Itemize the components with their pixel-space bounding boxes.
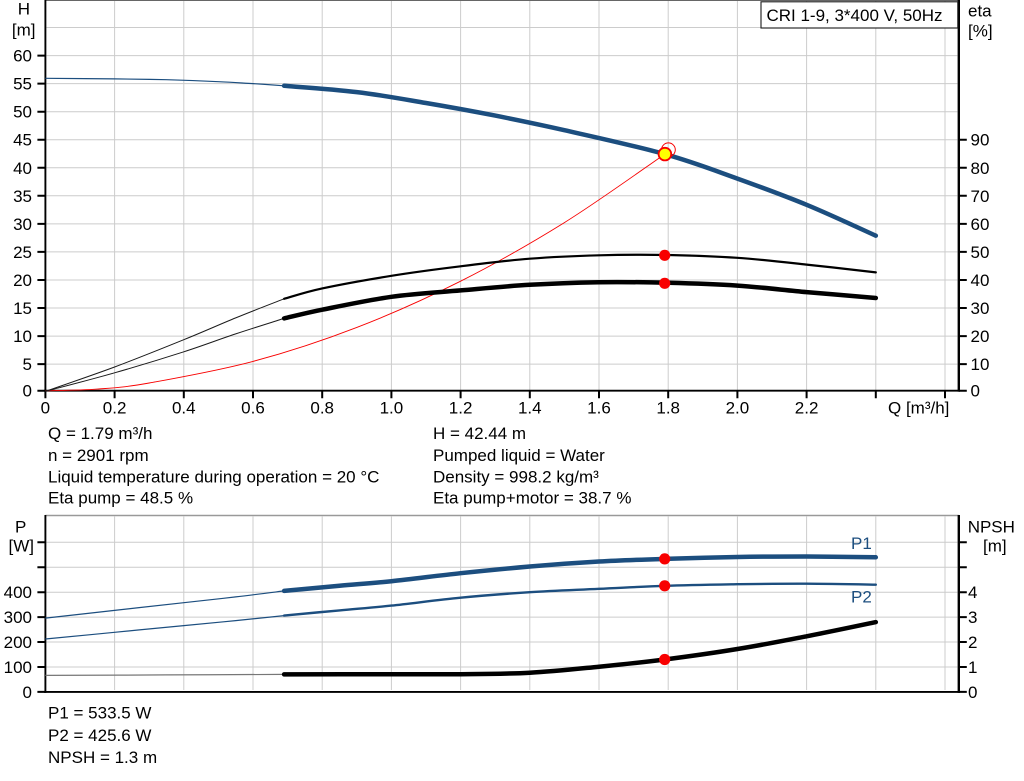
svg-text:20: 20: [13, 271, 32, 290]
svg-text:5: 5: [23, 355, 32, 374]
svg-text:10: 10: [13, 327, 32, 346]
svg-text:[m]: [m]: [12, 21, 36, 40]
svg-text:2.0: 2.0: [726, 399, 750, 418]
svg-text:P1 = 533.5 W: P1 = 533.5 W: [48, 703, 151, 722]
svg-text:80: 80: [971, 159, 990, 178]
svg-text:CRI 1-9, 3*400 V, 50Hz: CRI 1-9, 3*400 V, 50Hz: [766, 6, 942, 25]
svg-text:n = 2901 rpm: n = 2901 rpm: [48, 446, 149, 465]
svg-text:eta: eta: [968, 2, 992, 21]
svg-text:1: 1: [968, 658, 977, 677]
svg-text:70: 70: [971, 187, 990, 206]
svg-text:2: 2: [968, 633, 977, 652]
svg-text:[m]: [m]: [983, 536, 1007, 555]
svg-text:50: 50: [13, 103, 32, 122]
svg-text:H: H: [18, 0, 30, 19]
svg-text:35: 35: [13, 187, 32, 206]
svg-text:100: 100: [4, 658, 32, 677]
svg-text:Q [m³/h]: Q [m³/h]: [888, 399, 949, 418]
svg-text:Density = 998.2 kg/m³: Density = 998.2 kg/m³: [433, 468, 599, 487]
svg-text:90: 90: [971, 131, 990, 150]
svg-text:NPSH: NPSH: [968, 518, 1015, 537]
svg-text:0: 0: [41, 399, 50, 418]
svg-text:NPSH = 1.3 m: NPSH = 1.3 m: [48, 748, 157, 767]
svg-text:0.4: 0.4: [172, 399, 196, 418]
svg-text:Eta pump = 48.5 %: Eta pump = 48.5 %: [48, 489, 193, 508]
svg-text:55: 55: [13, 75, 32, 94]
svg-text:3: 3: [968, 608, 977, 627]
svg-text:60: 60: [13, 47, 32, 66]
svg-text:Eta pump+motor = 38.7 %: Eta pump+motor = 38.7 %: [433, 489, 631, 508]
svg-text:0: 0: [23, 683, 32, 702]
svg-text:2.2: 2.2: [795, 399, 819, 418]
svg-text:40: 40: [13, 159, 32, 178]
svg-text:Q = 1.79 m³/h: Q = 1.79 m³/h: [48, 424, 152, 443]
svg-text:1.4: 1.4: [518, 399, 542, 418]
svg-text:0.8: 0.8: [310, 399, 334, 418]
svg-text:1.8: 1.8: [656, 399, 680, 418]
svg-text:15: 15: [13, 299, 32, 318]
svg-text:400: 400: [4, 583, 32, 602]
svg-text:H = 42.44 m: H = 42.44 m: [433, 424, 526, 443]
svg-text:[W]: [W]: [9, 536, 35, 555]
svg-text:Liquid temperature during oper: Liquid temperature during operation = 20…: [48, 468, 379, 487]
svg-text:20: 20: [971, 327, 990, 346]
svg-text:0: 0: [968, 683, 977, 702]
svg-text:60: 60: [971, 215, 990, 234]
svg-text:P: P: [15, 518, 26, 537]
svg-text:0: 0: [23, 382, 32, 401]
svg-text:1.2: 1.2: [449, 399, 473, 418]
svg-text:0: 0: [971, 382, 980, 401]
svg-text:45: 45: [13, 131, 32, 150]
svg-text:4: 4: [968, 583, 977, 602]
svg-text:25: 25: [13, 243, 32, 262]
svg-text:0.2: 0.2: [103, 399, 127, 418]
svg-text:0.6: 0.6: [241, 399, 265, 418]
svg-text:30: 30: [971, 299, 990, 318]
svg-text:30: 30: [13, 215, 32, 234]
svg-text:50: 50: [971, 243, 990, 262]
svg-text:200: 200: [4, 633, 32, 652]
svg-text:P2: P2: [851, 588, 872, 607]
svg-text:1.0: 1.0: [380, 399, 404, 418]
svg-text:10: 10: [971, 355, 990, 374]
svg-text:40: 40: [971, 271, 990, 290]
svg-text:300: 300: [4, 608, 32, 627]
svg-text:1.6: 1.6: [587, 399, 611, 418]
svg-text:[%]: [%]: [968, 22, 993, 41]
svg-text:P1: P1: [851, 534, 872, 553]
svg-text:Pumped liquid = Water: Pumped liquid = Water: [433, 446, 605, 465]
svg-text:P2 = 425.6 W: P2 = 425.6 W: [48, 726, 151, 745]
